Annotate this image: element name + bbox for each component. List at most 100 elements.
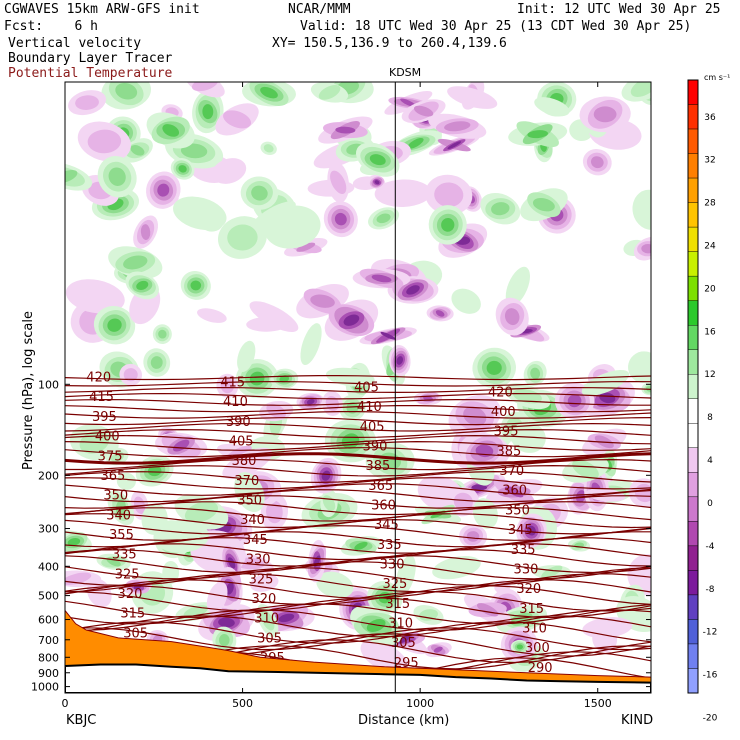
vv-cell [136, 280, 149, 290]
theta-label: 380 [232, 454, 257, 469]
field-vertical-velocity: Vertical velocity [8, 36, 142, 51]
vv-cell [202, 104, 214, 120]
theta-label: 370 [499, 464, 524, 479]
field-potential-temperature: Potential Temperature [8, 66, 173, 81]
theta-label: 310 [254, 612, 279, 627]
theta-line [65, 405, 651, 413]
vv-cell [141, 503, 168, 535]
theta-label: 345 [374, 518, 399, 533]
theta-line [65, 555, 651, 574]
vv-cell [250, 574, 279, 592]
vv-cell [184, 501, 218, 523]
theta-label: 330 [514, 562, 539, 577]
colorbar-label: 36 [704, 113, 716, 123]
vv-cell [178, 165, 187, 173]
theta-label: 315 [120, 607, 145, 622]
theta-label: 320 [251, 592, 276, 607]
theta-line [65, 464, 651, 477]
vv-cell [354, 541, 368, 550]
colorbar-swatch [687, 545, 699, 571]
colorbar-label: -20 [703, 714, 718, 724]
theta-label: 390 [363, 439, 388, 454]
vv-cell [441, 217, 455, 232]
theta-line [65, 585, 651, 606]
vv-cell [599, 392, 616, 404]
colorbar-swatch [687, 153, 699, 179]
terrain-and-pbl [65, 609, 651, 693]
theta-label: 325 [249, 572, 274, 587]
vv-cell [516, 644, 523, 650]
theta-label: 395 [92, 410, 117, 425]
vv-cell [237, 340, 256, 372]
vv-cell [434, 182, 464, 208]
vv-cell [158, 329, 167, 339]
vv-cell [592, 625, 618, 653]
vv-cell [318, 85, 341, 100]
y-tick-label: 1000 [31, 681, 59, 694]
vv-cell [451, 288, 481, 314]
vv-cell [157, 183, 170, 197]
colorbar-swatch [687, 128, 699, 154]
theta-label: 420 [488, 385, 513, 400]
theta-label: 355 [109, 528, 134, 543]
theta-label: 365 [368, 479, 393, 494]
vv-cell [306, 398, 315, 405]
theta-line [65, 483, 651, 496]
vv-cell [343, 314, 360, 326]
vv-cell [628, 351, 651, 384]
vv-cell [435, 310, 445, 317]
x-tick-label: 500 [232, 697, 253, 710]
theta-contours: 420 415 405 420 415 410 410 400 395 390 405 395 400 4… [65, 371, 651, 683]
theta-label: 335 [511, 543, 536, 558]
theta-line [65, 422, 651, 432]
y-tick-label: 900 [38, 667, 59, 680]
vv-cell [123, 255, 148, 270]
colorbar-swatch [687, 251, 699, 277]
theta-label: 410 [357, 400, 382, 415]
vv-cell [218, 617, 235, 628]
y-tick-label: 100 [38, 378, 59, 391]
vv-cell [505, 266, 531, 306]
colorbar-label: 24 [704, 242, 716, 252]
colorbar-swatch [687, 472, 699, 498]
theta-label: 305 [391, 636, 416, 651]
vv-cell [346, 401, 359, 414]
colorbar-label: 12 [704, 370, 715, 380]
theta-label: 405 [360, 420, 385, 435]
y-tick-label: 400 [38, 560, 59, 573]
vv-cell [527, 525, 536, 536]
vv-cell [530, 367, 541, 380]
vv-cell [123, 368, 138, 382]
vv-cell [115, 82, 138, 100]
vv-cell [369, 154, 386, 166]
colorbar-swatch [687, 177, 699, 203]
vv-cell [150, 356, 163, 369]
vv-cell [593, 106, 617, 123]
theta-label: 320 [516, 582, 541, 597]
vv-cell [406, 285, 420, 295]
init-time: Init: 12 UTC Wed 30 Apr 25 [517, 2, 721, 17]
y-axis-label: Pressure (hPa), log scale [21, 311, 36, 470]
vv-cell [65, 279, 125, 314]
vv-cell [466, 531, 480, 542]
colorbar-label: 0 [707, 499, 713, 509]
plot-frame [64, 81, 652, 694]
colorbar-swatch [687, 619, 699, 645]
vv-cell [396, 356, 404, 365]
model-title: CGWAVES 15km ARW-GFS init [4, 2, 200, 17]
theta-line [65, 470, 651, 484]
vv-cell [335, 126, 356, 134]
colorbar-label: 4 [707, 456, 713, 466]
theta-label: 385 [497, 444, 522, 459]
theta-label: 400 [95, 430, 120, 445]
vv-cell [87, 129, 122, 154]
theta-label: 330 [380, 558, 405, 573]
vv-cell [541, 565, 563, 579]
theta-label: 410 [223, 395, 248, 410]
vv-cell [590, 156, 604, 169]
colorbar-swatch [687, 594, 699, 620]
colorbar-label: 28 [704, 199, 716, 209]
colorbar-swatch [687, 275, 699, 301]
vv-cell [65, 169, 78, 184]
vv-cell [532, 197, 555, 212]
